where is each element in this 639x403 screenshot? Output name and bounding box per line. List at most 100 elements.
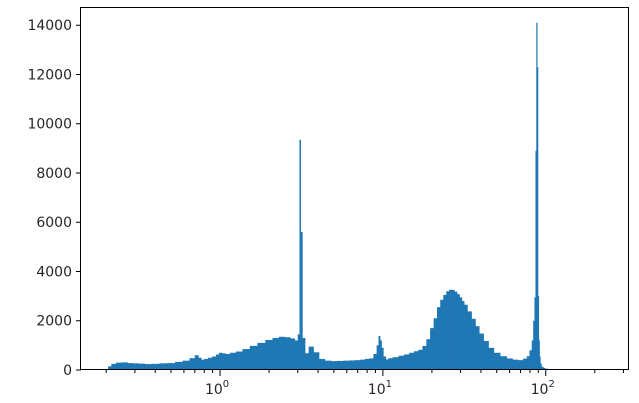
histogram-bar bbox=[297, 334, 300, 370]
histogram-bar bbox=[383, 356, 387, 370]
histogram-bar bbox=[194, 355, 199, 370]
histogram-bar bbox=[454, 291, 458, 370]
histogram-bar bbox=[409, 352, 415, 370]
histogram-bar bbox=[299, 139, 302, 370]
histogram-bar bbox=[294, 340, 299, 370]
histogram-bar bbox=[138, 363, 146, 370]
histogram-bar bbox=[534, 297, 536, 370]
histogram-bar bbox=[437, 307, 441, 370]
histogram-bar bbox=[257, 342, 266, 370]
histogram-bar bbox=[364, 358, 370, 370]
histogram-bar bbox=[235, 351, 243, 370]
histogram-bar bbox=[302, 337, 306, 370]
histogram-bar bbox=[175, 361, 184, 370]
histogram-bar bbox=[111, 363, 117, 370]
histogram-bar bbox=[529, 350, 533, 370]
histogram-bar bbox=[404, 354, 410, 370]
y-axis: 0 2000 4000 6000 8000 10000 12000 14000 bbox=[27, 18, 81, 379]
y-tick-label: 12000 bbox=[27, 67, 72, 83]
histogram-bar bbox=[388, 358, 394, 370]
plot-frame bbox=[80, 7, 629, 370]
histogram-bar bbox=[433, 318, 438, 370]
histogram-bar bbox=[151, 363, 160, 370]
histogram-bar bbox=[144, 364, 152, 370]
histogram-bar bbox=[449, 289, 453, 370]
histogram-bar bbox=[459, 297, 463, 370]
histogram-bar bbox=[475, 326, 480, 370]
histogram-bar bbox=[536, 22, 538, 371]
histogram-bar bbox=[535, 150, 537, 370]
histogram-bar bbox=[376, 345, 379, 370]
histogram-bar bbox=[159, 363, 168, 370]
histogram-bar bbox=[349, 360, 356, 370]
x-tick-label: 102 bbox=[531, 379, 555, 398]
histogram-bar bbox=[330, 361, 338, 370]
x-axis: 100 101 102 bbox=[105, 370, 624, 398]
histogram-bar bbox=[284, 337, 291, 370]
histogram-bar bbox=[380, 340, 382, 370]
histogram-bar bbox=[337, 360, 345, 370]
histogram-bar bbox=[392, 357, 400, 370]
histogram-bar bbox=[343, 360, 350, 370]
histogram-bar bbox=[218, 352, 223, 370]
histogram-bar bbox=[369, 358, 374, 370]
histogram-bar bbox=[526, 356, 530, 370]
histogram-bar bbox=[440, 299, 444, 370]
y-tick-label: 0 bbox=[63, 363, 72, 379]
histogram-bar bbox=[430, 328, 435, 370]
histogram-bar bbox=[212, 356, 217, 370]
histogram-bar bbox=[198, 357, 202, 370]
histogram-bar bbox=[398, 355, 405, 370]
histogram-bar bbox=[378, 336, 381, 370]
histogram-bar bbox=[182, 360, 190, 370]
histogram-bar bbox=[426, 339, 431, 370]
histogram-bar bbox=[225, 353, 231, 370]
histogram-bars bbox=[108, 22, 586, 371]
histogram-bar bbox=[483, 340, 489, 370]
y-tick-label: 4000 bbox=[36, 264, 72, 280]
histogram-bar bbox=[127, 363, 133, 370]
histogram-bar bbox=[278, 336, 286, 370]
histogram-bar bbox=[446, 291, 450, 370]
histogram-bar bbox=[537, 67, 539, 370]
histogram-bar bbox=[189, 358, 196, 370]
histogram-bar bbox=[451, 289, 455, 370]
histogram-bar bbox=[493, 352, 501, 370]
histogram-bar bbox=[300, 232, 303, 370]
histogram-bar bbox=[512, 359, 519, 370]
histogram-bar bbox=[116, 362, 123, 370]
histogram-bar bbox=[265, 339, 273, 370]
y-tick-label: 2000 bbox=[36, 314, 72, 330]
histogram-bar bbox=[531, 340, 534, 370]
histogram-bar bbox=[272, 337, 280, 370]
histogram-bar bbox=[132, 363, 139, 370]
histogram-bar bbox=[167, 363, 176, 370]
histogram-bar bbox=[540, 363, 542, 370]
y-tick-label: 6000 bbox=[36, 215, 72, 231]
histogram-bar bbox=[108, 366, 112, 370]
histogram-bar bbox=[418, 349, 423, 370]
histogram-bar bbox=[500, 356, 507, 370]
histogram-bar bbox=[422, 345, 427, 370]
histogram-bar bbox=[229, 352, 237, 370]
histogram-bar bbox=[522, 358, 528, 370]
histogram-bar bbox=[506, 358, 513, 370]
histogram-bar bbox=[541, 366, 544, 370]
histogram-bar bbox=[216, 354, 220, 370]
histogram-bar bbox=[290, 338, 296, 370]
histogram-bar bbox=[201, 359, 205, 370]
histogram-bar bbox=[121, 362, 128, 370]
histogram-bar bbox=[533, 320, 535, 370]
histogram-bar bbox=[456, 294, 460, 370]
histogram-bar bbox=[305, 353, 310, 370]
histogram-bar bbox=[467, 311, 472, 370]
histogram-bar bbox=[538, 340, 540, 370]
y-tick-label: 8000 bbox=[36, 166, 72, 182]
y-tick-label: 14000 bbox=[27, 18, 72, 34]
histogram-bar bbox=[385, 359, 389, 370]
histogram-bar bbox=[249, 345, 258, 370]
histogram-bar bbox=[204, 358, 209, 370]
histogram-bar bbox=[537, 296, 540, 370]
histogram-bar bbox=[488, 347, 495, 370]
x-tick-label: 100 bbox=[205, 379, 229, 398]
